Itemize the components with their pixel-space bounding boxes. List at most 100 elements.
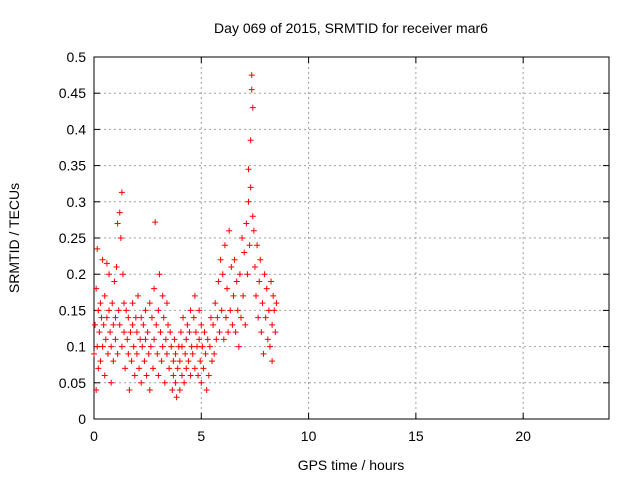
data-point bbox=[130, 343, 137, 350]
data-point bbox=[160, 314, 167, 321]
data-point bbox=[110, 321, 117, 328]
data-point bbox=[209, 358, 216, 365]
data-point bbox=[97, 358, 104, 365]
data-points bbox=[91, 72, 280, 401]
data-point bbox=[111, 278, 118, 285]
data-point bbox=[106, 271, 113, 278]
data-point bbox=[167, 329, 174, 336]
data-point bbox=[234, 307, 241, 314]
data-point bbox=[145, 350, 152, 357]
chart-title: Day 069 of 2015, SRMTID for receiver mar… bbox=[214, 20, 488, 36]
data-point bbox=[138, 379, 145, 386]
data-point bbox=[253, 292, 260, 299]
data-point bbox=[181, 379, 188, 386]
data-point bbox=[115, 307, 122, 314]
data-point bbox=[153, 321, 160, 328]
data-point bbox=[256, 278, 263, 285]
data-point bbox=[163, 350, 170, 357]
data-point bbox=[184, 321, 191, 328]
data-point bbox=[131, 372, 138, 379]
data-point bbox=[188, 343, 195, 350]
data-point bbox=[176, 358, 183, 365]
data-point bbox=[128, 358, 135, 365]
data-point bbox=[166, 365, 173, 372]
data-point bbox=[173, 394, 180, 401]
data-point bbox=[169, 387, 176, 394]
data-point bbox=[205, 372, 212, 379]
data-point bbox=[229, 321, 236, 328]
data-point bbox=[118, 343, 125, 350]
data-point bbox=[114, 350, 121, 357]
data-point bbox=[147, 343, 154, 350]
data-point bbox=[121, 329, 128, 336]
data-point bbox=[183, 336, 190, 343]
data-point bbox=[168, 343, 175, 350]
data-point bbox=[98, 314, 105, 321]
data-point bbox=[144, 329, 151, 336]
data-point bbox=[100, 321, 107, 328]
data-point bbox=[117, 235, 124, 241]
data-point bbox=[218, 307, 225, 314]
data-point bbox=[142, 307, 149, 314]
data-point bbox=[138, 314, 145, 321]
data-point bbox=[165, 321, 172, 328]
data-point bbox=[133, 329, 140, 336]
data-point bbox=[162, 336, 169, 343]
data-point bbox=[177, 329, 184, 336]
data-point bbox=[96, 329, 103, 336]
data-point bbox=[125, 314, 132, 321]
data-point bbox=[113, 263, 120, 270]
data-point bbox=[214, 314, 221, 321]
data-point bbox=[206, 343, 213, 350]
data-point bbox=[155, 307, 162, 314]
data-point bbox=[95, 365, 102, 372]
data-point bbox=[146, 387, 153, 394]
data-point bbox=[228, 263, 235, 270]
data-point bbox=[122, 365, 129, 372]
data-point bbox=[132, 314, 139, 321]
data-point bbox=[257, 256, 264, 263]
data-point bbox=[215, 278, 222, 285]
data-point bbox=[101, 292, 108, 299]
data-point bbox=[171, 336, 178, 343]
data-point bbox=[139, 343, 146, 350]
data-point bbox=[170, 372, 177, 379]
data-point bbox=[127, 329, 134, 336]
data-point bbox=[250, 227, 257, 234]
data-point bbox=[232, 329, 239, 336]
data-point bbox=[247, 184, 254, 191]
data-point bbox=[143, 372, 150, 379]
data-point bbox=[207, 314, 214, 321]
data-point bbox=[233, 278, 240, 285]
data-point bbox=[237, 314, 244, 321]
data-point bbox=[203, 387, 210, 394]
data-point bbox=[247, 137, 254, 144]
data-point bbox=[103, 314, 110, 321]
data-point bbox=[200, 365, 207, 372]
data-point bbox=[91, 350, 97, 357]
data-point bbox=[159, 343, 166, 350]
data-point bbox=[189, 350, 196, 357]
data-point bbox=[136, 365, 143, 372]
axis-ticks: 0 0.05 0.1 0.15 0.2 0.25 0.3 0.35 0.4 0.45 0.5 0 5 10… bbox=[59, 49, 609, 444]
data-point bbox=[191, 365, 198, 372]
data-point bbox=[129, 321, 136, 328]
data-point bbox=[272, 329, 279, 336]
data-point bbox=[95, 307, 102, 314]
data-point bbox=[156, 271, 163, 278]
data-point bbox=[93, 285, 100, 292]
data-point bbox=[154, 350, 161, 357]
data-point bbox=[224, 285, 231, 292]
data-point bbox=[157, 329, 164, 336]
data-point bbox=[192, 329, 199, 336]
data-point bbox=[163, 300, 170, 307]
data-point bbox=[124, 336, 131, 343]
data-point bbox=[198, 321, 205, 328]
data-point bbox=[242, 321, 249, 328]
data-point bbox=[220, 336, 227, 343]
data-point bbox=[119, 271, 126, 278]
data-point bbox=[210, 321, 217, 328]
data-point bbox=[199, 343, 206, 350]
data-point bbox=[134, 292, 141, 299]
